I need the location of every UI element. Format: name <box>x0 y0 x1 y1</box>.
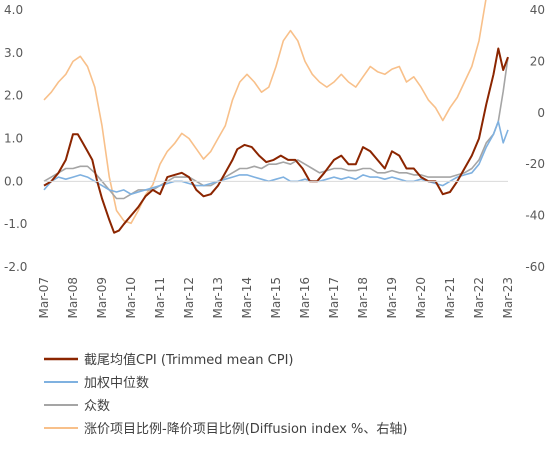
x-tick-label: Mar-07 <box>37 277 51 318</box>
x-tick-label: Mar-18 <box>356 277 370 318</box>
legend: 截尾均值CPI (Trimmed mean CPI) 加权中位数众数涨价项目比例-… <box>44 352 407 437</box>
x-tick-label: Mar-15 <box>269 277 283 318</box>
legend-label: 截尾均值CPI (Trimmed mean CPI) <box>84 352 293 368</box>
right-tick-label: -60 <box>525 260 545 274</box>
x-tick-label: Mar-11 <box>153 277 167 318</box>
left-tick-label: 1.0 <box>4 132 23 146</box>
x-axis-ticks: Mar-07 Mar-08 Mar-09 Mar-10 Mar-11 Mar-12 Mar-… <box>37 277 515 318</box>
x-tick-label: Mar-21 <box>443 277 457 318</box>
legend-label: 加权中位数 <box>84 375 149 391</box>
left-tick-label: 2.0 <box>4 89 23 103</box>
x-tick-label: Mar-09 <box>95 277 109 318</box>
x-tick-label: Mar-14 <box>240 277 254 318</box>
x-tick-label: Mar-23 <box>501 277 515 318</box>
x-tick-label: Mar-12 <box>182 277 196 318</box>
x-tick-label: Mar-13 <box>211 277 225 318</box>
legend-label: 涨价项目比例-降价项目比例(Diffusion index %、右轴) <box>84 422 407 437</box>
legend-label: 众数 <box>84 399 110 414</box>
right-tick-label: 40 <box>530 3 545 17</box>
series-line-4 <box>43 0 487 225</box>
right-tick-label: -40 <box>525 209 545 223</box>
left-tick-label: 3.0 <box>4 46 23 60</box>
left-axis-ticks: 4.0 3.0 2.0 1.0 0.0 -1.0 -2.0 <box>4 3 27 274</box>
x-tick-label: Mar-22 <box>472 277 486 318</box>
left-tick-label: 0.0 <box>4 174 23 188</box>
series-line-3 <box>43 56 509 200</box>
x-tick-label: Mar-17 <box>327 277 341 318</box>
series-layer <box>43 0 509 234</box>
left-tick-label: -2.0 <box>4 260 27 274</box>
x-tick-label: Mar-10 <box>124 277 138 318</box>
x-tick-label: Mar-20 <box>414 277 428 318</box>
left-tick-label: 4.0 <box>4 3 23 17</box>
series-line-1 <box>43 47 509 234</box>
right-axis-ticks: 40 20 0 -20 -40 -60 <box>525 3 545 274</box>
left-tick-label: -1.0 <box>4 217 27 231</box>
right-tick-label: -20 <box>525 157 545 171</box>
right-tick-label: 0 <box>537 106 545 120</box>
right-tick-label: 20 <box>530 54 545 68</box>
x-tick-label: Mar-19 <box>385 277 399 318</box>
x-tick-label: Mar-08 <box>66 277 80 318</box>
x-tick-label: Mar-16 <box>298 277 312 318</box>
